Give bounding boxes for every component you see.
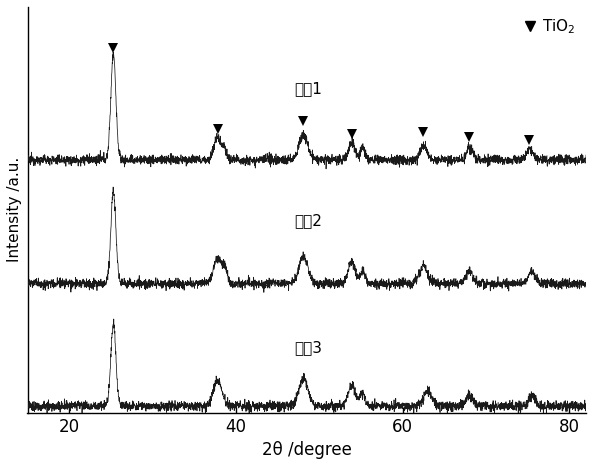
Text: 案奡3: 案奡3 — [294, 341, 322, 356]
Text: 案奡1: 案奡1 — [294, 81, 322, 96]
X-axis label: 2θ /degree: 2θ /degree — [262, 441, 352, 459]
Text: 案奡2: 案奡2 — [294, 213, 322, 228]
Legend: TiO$_2$: TiO$_2$ — [521, 14, 578, 40]
Y-axis label: Intensity /a.u.: Intensity /a.u. — [7, 157, 22, 262]
